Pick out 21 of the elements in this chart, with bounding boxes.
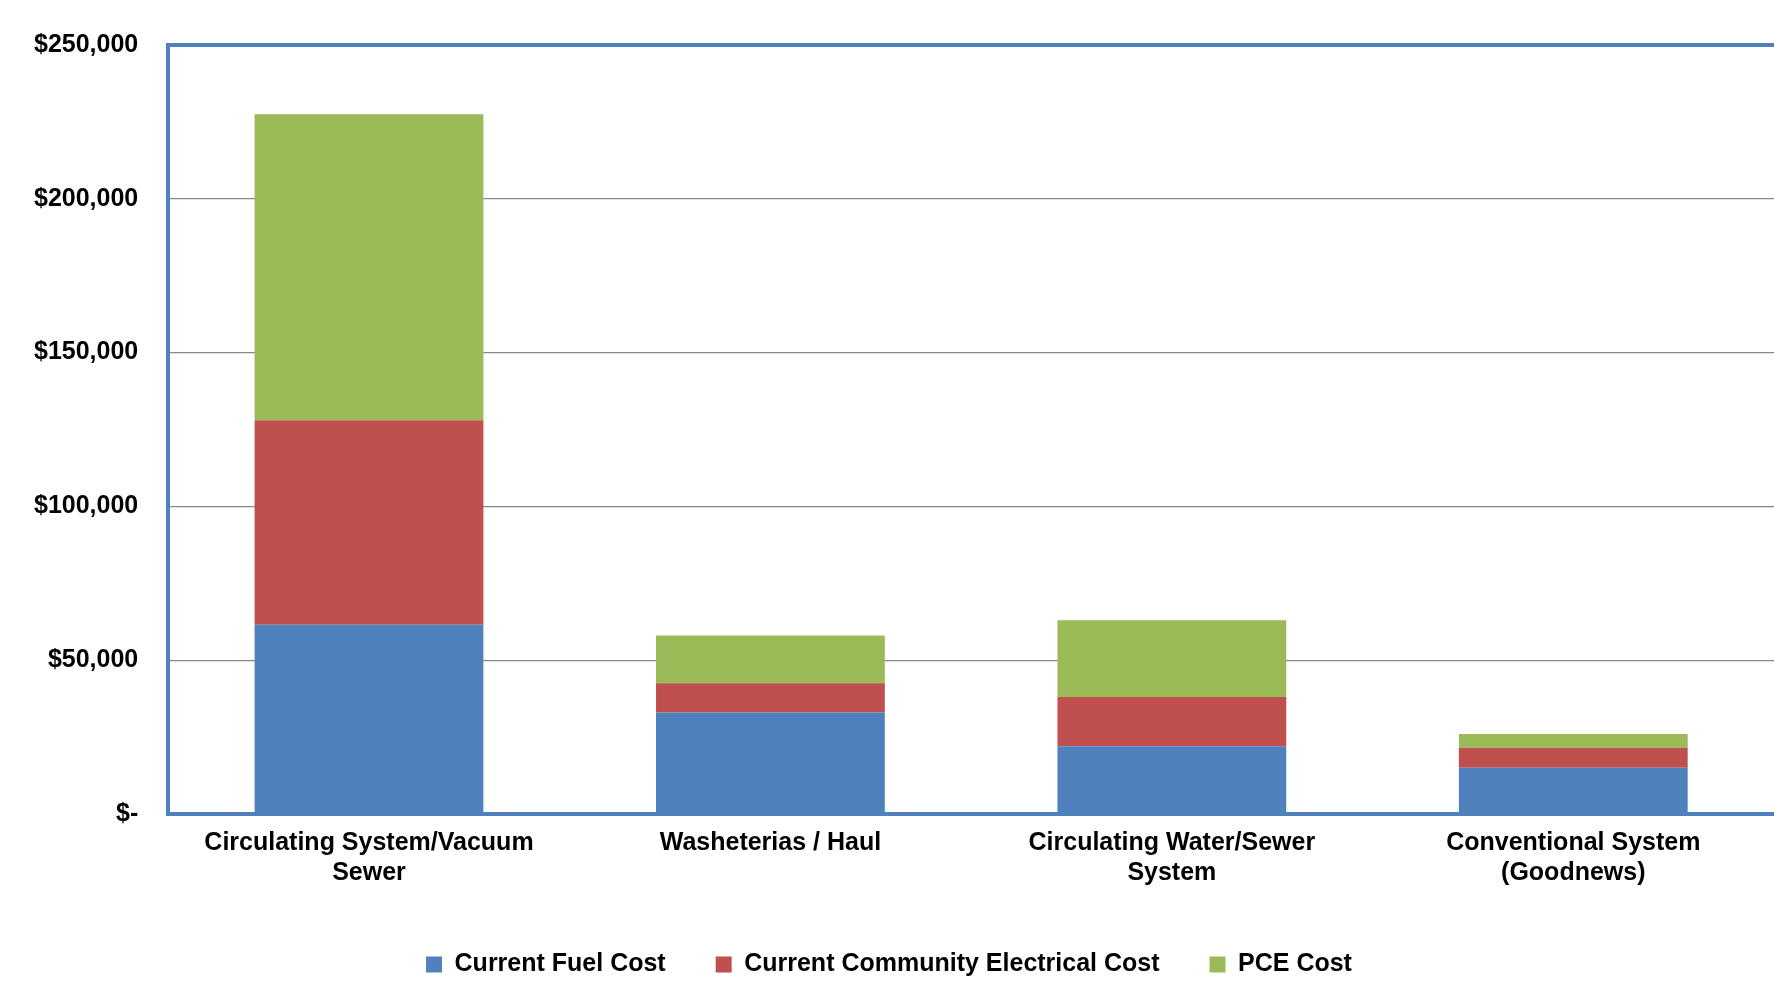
bar [1458, 734, 1688, 748]
y-tick-label: $50,000 [47, 644, 139, 673]
x-tick-label: Circulating Water/Sewer System [1028, 826, 1316, 885]
y-tick-label: $200,000 [33, 182, 139, 211]
y-tick-label: $100,000 [33, 490, 139, 519]
x-tick-label: Conventional System (Goodnews) [1446, 826, 1701, 885]
bar [254, 420, 484, 625]
x-tick-label: Circulating System/Vacuum Sewer [204, 826, 534, 885]
bar [1057, 697, 1287, 747]
bar [1458, 747, 1688, 768]
y-tick-label: $- [116, 797, 139, 826]
bar [1057, 620, 1287, 698]
legend-label: PCE Cost [1238, 948, 1353, 977]
bar [656, 635, 885, 684]
bar [656, 683, 885, 713]
legend-label: Current Fuel Cost [454, 948, 667, 977]
x-tick-label: Washeterias / Haul [659, 826, 882, 855]
bar [254, 114, 484, 421]
legend-label: Current Community Electrical Cost [744, 948, 1161, 977]
y-tick-label: $250,000 [33, 28, 139, 57]
y-tick-label: $150,000 [33, 336, 139, 365]
